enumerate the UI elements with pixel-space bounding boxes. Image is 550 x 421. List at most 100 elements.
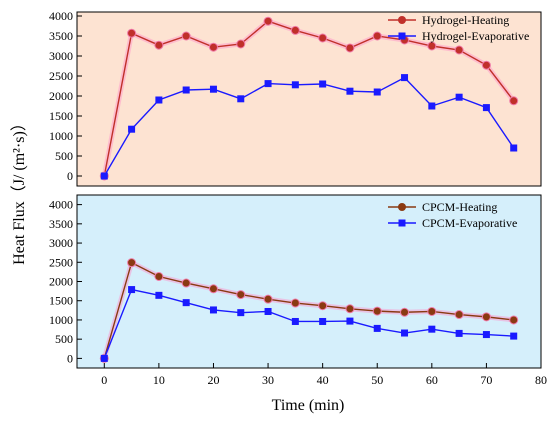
top-legend: Hydrogel-Heating Hydrogel-Evaporative	[388, 13, 529, 43]
top-series-0-point	[208, 42, 218, 52]
top-series-1-point	[401, 74, 409, 82]
bottom-series-1-point	[455, 329, 463, 337]
top-series-1-point	[291, 81, 299, 89]
top-series-1-point	[319, 80, 327, 88]
bottom-plot-background	[77, 195, 541, 368]
top-series-0-point	[509, 96, 519, 106]
top-series-1-point	[455, 93, 463, 101]
bottom-legend: CPCM-Heating CPCM-Evaporative	[388, 200, 517, 230]
top-series-1-point	[482, 104, 490, 112]
bottom-series-1-point	[373, 324, 381, 332]
x-tick-label: 0	[101, 373, 107, 387]
top-series-0-point	[154, 40, 164, 50]
top-series-1-point	[346, 87, 354, 95]
top-series-1-point	[209, 85, 217, 93]
bottom-series-0-line	[103, 261, 514, 359]
bottom-series-1-point	[428, 325, 436, 333]
top-legend-marker	[398, 32, 406, 40]
top-series-1-point	[264, 80, 272, 88]
top-series-0-point	[481, 60, 491, 70]
bottom-y-tick-label: 3500	[49, 217, 73, 231]
x-tick-label: 40	[317, 373, 329, 387]
y-axis-title: Heat Flux（J/ (m²·s)）	[10, 115, 28, 265]
bottom-series-1-point	[237, 309, 245, 317]
bottom-y-tick-label: 1000	[49, 313, 73, 327]
bottom-series-0-point	[236, 290, 246, 300]
bottom-series-1-point	[291, 317, 299, 325]
bottom-plot-frame	[76, 194, 542, 369]
top-series-0-point	[318, 33, 328, 43]
top-series-0-point	[181, 31, 191, 41]
bottom-series-0-point	[454, 310, 464, 320]
bottom-series-0-point	[509, 315, 519, 325]
bottom-y-tick-label: 4000	[49, 198, 73, 212]
top-series-0-point	[345, 43, 355, 53]
top-plot-frame	[76, 11, 542, 187]
top-series-0-point	[427, 41, 437, 51]
x-tick-label: 70	[480, 373, 492, 387]
bottom-series-1-point	[128, 286, 136, 294]
bottom-series-0-point	[481, 312, 491, 322]
bottom-series-1-point	[209, 306, 217, 314]
top-series-1-point	[510, 144, 518, 152]
bottom-legend-marker	[398, 219, 406, 227]
bottom-legend-label: CPCM-Heating	[422, 200, 497, 214]
bottom-series-1-line	[103, 288, 514, 359]
bottom-series-1-point	[155, 291, 163, 299]
x-axis: 0 10 20 30 40 50 60 70 80	[101, 363, 547, 387]
bottom-series-1-point	[510, 332, 518, 340]
bottom-series-0-point	[318, 301, 328, 311]
bottom-series-1-point	[264, 307, 272, 315]
x-tick-label: 30	[262, 373, 274, 387]
bottom-y-tick-label: 0	[67, 351, 73, 365]
x-tick-label: 80	[535, 373, 547, 387]
top-series-0-point	[263, 16, 273, 26]
top-series-1-point	[237, 95, 245, 103]
bottom-series-0-point	[263, 294, 273, 304]
bottom-series-0-point	[127, 258, 137, 268]
top-series-1-point	[100, 172, 108, 180]
x-axis-title: Time (min)	[272, 397, 345, 414]
top-legend-label: Hydrogel-Heating	[422, 13, 509, 27]
top-series-1-point	[128, 125, 136, 133]
top-series-0-point	[454, 45, 464, 55]
bottom-series-0-point	[400, 307, 410, 317]
top-y-tick-label: 4000	[49, 9, 73, 23]
x-tick-label: 20	[207, 373, 219, 387]
top-series-0-point	[290, 25, 300, 35]
bottom-series-1-point	[319, 317, 327, 325]
bottom-series-0-point	[372, 306, 382, 316]
bottom-series-1-point	[482, 331, 490, 339]
top-y-tick-label: 1500	[49, 109, 73, 123]
bottom-series-0-point	[181, 278, 191, 288]
bottom-series-0-point	[208, 284, 218, 294]
bottom-series-1-point	[401, 329, 409, 337]
bottom-y-tick-label: 2500	[49, 255, 73, 269]
top-series-0-point	[372, 31, 382, 41]
bottom-series-0-point	[154, 272, 164, 282]
top-series-0-point	[127, 28, 137, 38]
bottom-legend-marker	[398, 203, 406, 211]
top-series-1-point	[373, 88, 381, 96]
bottom-y-tick-label: 3000	[49, 236, 73, 250]
top-legend-marker	[398, 16, 406, 24]
top-panel: 0 500 1000 1500 2000 2500 3000 3500 4000 Hydrogel…	[49, 9, 542, 187]
x-tick-label: 60	[426, 373, 438, 387]
top-series-0-line	[103, 20, 515, 177]
top-series-1-point	[155, 96, 163, 104]
top-y-tick-label: 3500	[49, 29, 73, 43]
top-y-tick-label: 0	[67, 169, 73, 183]
top-series-1-point	[182, 86, 190, 94]
top-legend-label: Hydrogel-Evaporative	[422, 29, 529, 43]
bottom-y-tick-label: 1500	[49, 294, 73, 308]
top-series-1-line	[103, 76, 515, 177]
bottom-series-1-point	[100, 354, 108, 362]
top-y-tick-label: 1000	[49, 129, 73, 143]
top-series-1-point	[428, 102, 436, 110]
bottom-series-0-point	[345, 304, 355, 314]
bottom-legend-label: CPCM-Evaporative	[422, 216, 517, 230]
bottom-y-tick-label: 2000	[49, 275, 73, 289]
bottom-series-0-point	[290, 298, 300, 308]
x-tick-label: 50	[371, 373, 383, 387]
